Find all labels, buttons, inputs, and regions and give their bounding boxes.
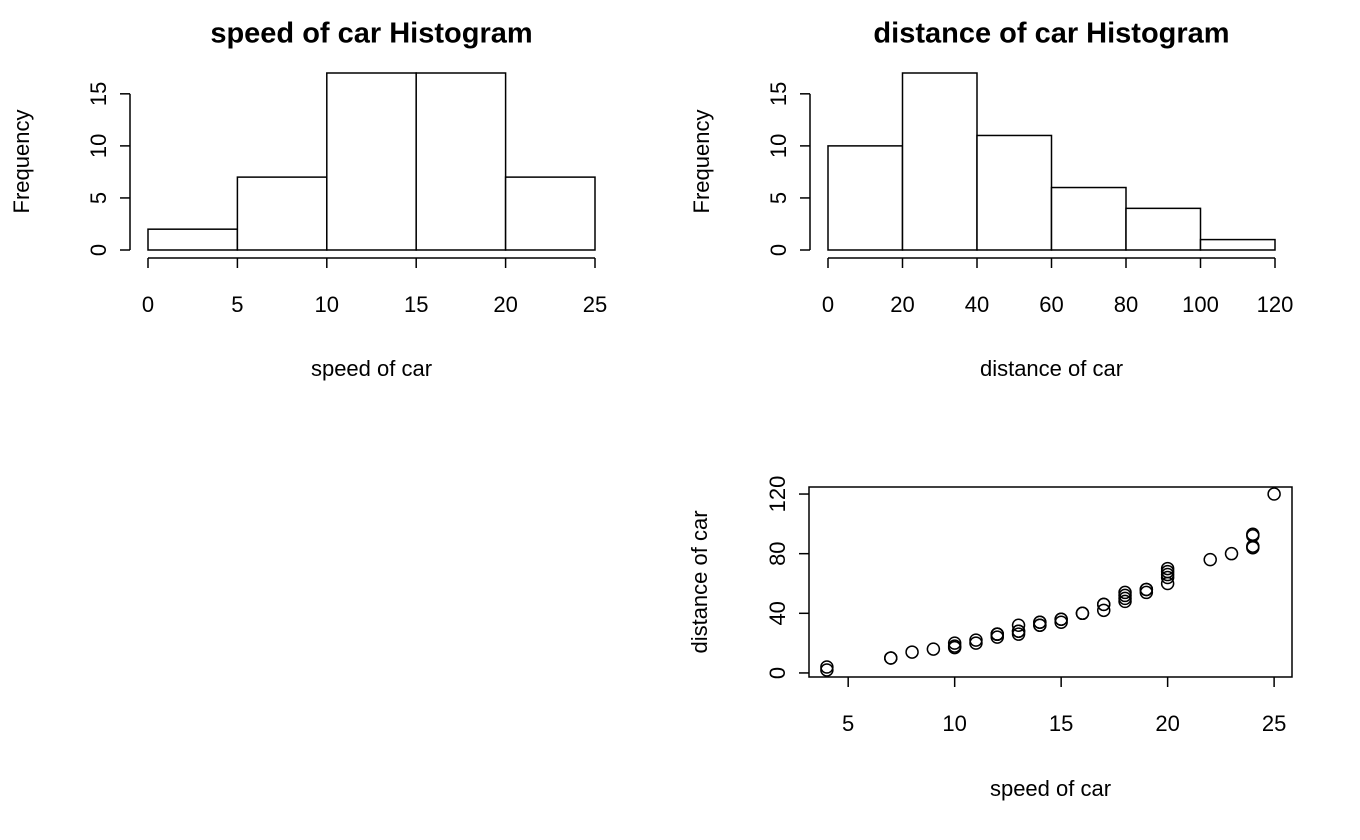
point (1246, 527, 1260, 542)
point (990, 627, 1005, 641)
x-tick-label: 15 (404, 292, 428, 317)
point (1139, 582, 1154, 597)
x-axis-label: speed of car (311, 356, 432, 381)
y-tick-label: 10 (86, 134, 111, 158)
x-tick-label: 100 (1182, 292, 1219, 317)
point (905, 645, 919, 659)
x-tick-label: 25 (583, 292, 607, 317)
point (1054, 615, 1068, 630)
x-tick-label: 80 (1114, 292, 1138, 317)
bar (1199, 238, 1276, 251)
point (1118, 585, 1132, 600)
bar (1050, 186, 1127, 251)
bar (236, 176, 328, 251)
y-tick-label: 15 (86, 82, 111, 106)
x-tick-label: 5 (231, 292, 243, 317)
y-tick-label: 5 (766, 192, 791, 204)
bar (827, 145, 904, 251)
point (1011, 624, 1026, 638)
x-tick-label: 20 (493, 292, 517, 317)
point (1011, 618, 1026, 632)
y-axis-label: distance of car (687, 510, 712, 653)
y-tick-label: 80 (765, 541, 790, 565)
y-tick-label: 15 (766, 82, 791, 106)
point (820, 660, 834, 674)
bar (415, 72, 507, 251)
point (1033, 615, 1047, 630)
point (1096, 603, 1111, 618)
y-tick-label: 120 (765, 476, 790, 513)
bar (1125, 207, 1202, 251)
plot-frame (808, 486, 1293, 678)
x-tick-label: 0 (822, 292, 834, 317)
y-tick-label: 10 (766, 134, 791, 158)
y-tick-label: 40 (765, 601, 790, 625)
bar (901, 72, 978, 251)
point (884, 651, 898, 665)
x-tick-label: 20 (1155, 711, 1179, 736)
y-tick-label: 0 (86, 244, 111, 256)
x-tick-label: 20 (890, 292, 914, 317)
point (1160, 561, 1175, 576)
x-tick-label: 0 (142, 292, 154, 317)
x-tick-label: 15 (1049, 711, 1073, 736)
x-tick-label: 60 (1039, 292, 1063, 317)
point (947, 636, 962, 650)
y-tick-label: 5 (86, 192, 111, 204)
bar (976, 134, 1053, 251)
x-tick-label: 120 (1257, 292, 1294, 317)
y-axis-label: Frequency (9, 110, 34, 214)
point (1267, 487, 1281, 501)
point (1139, 585, 1154, 600)
point (969, 636, 983, 650)
bar (504, 176, 596, 251)
point (926, 642, 941, 656)
x-axis-label: speed of car (990, 776, 1111, 801)
bar (326, 72, 417, 251)
x-tick-label: 5 (842, 711, 854, 736)
x-tick-label: 40 (965, 292, 989, 317)
point (1075, 606, 1090, 621)
point (1224, 546, 1239, 561)
y-tick-label: 0 (766, 244, 791, 256)
point (969, 633, 983, 647)
x-axis-label: distance of car (980, 356, 1123, 381)
bar (147, 228, 239, 251)
point (1096, 597, 1111, 612)
x-tick-label: 10 (315, 292, 339, 317)
point (1033, 618, 1047, 632)
point (990, 630, 1005, 644)
chart-title: distance of car Histogram (873, 18, 1229, 50)
point (1203, 552, 1217, 567)
y-tick-label: 0 (765, 667, 790, 679)
x-tick-label: 25 (1262, 711, 1286, 736)
point (820, 663, 834, 677)
chart-title: speed of car Histogram (210, 18, 532, 50)
point (1054, 612, 1068, 627)
x-tick-label: 10 (942, 711, 966, 736)
y-axis-label: Frequency (689, 110, 714, 214)
